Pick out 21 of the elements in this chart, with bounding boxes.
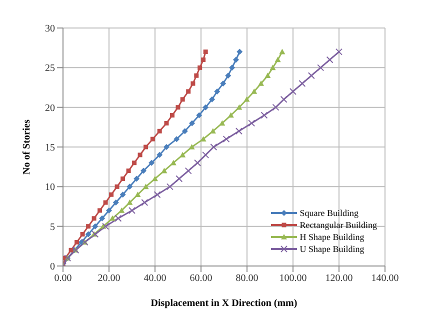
- legend-label: U Shape Building: [300, 244, 364, 254]
- y-tick-label: 10: [45, 182, 55, 194]
- x-tick-label: 120.00: [325, 273, 353, 284]
- y-tick-label: 15: [45, 142, 55, 154]
- x-tick-label: 40.00: [144, 273, 166, 284]
- y-tick-label: 5: [50, 222, 55, 233]
- x-tick-label: 60.00: [190, 273, 212, 284]
- x-tick-label: 80.00: [236, 273, 258, 284]
- y-tick-label: 0: [50, 262, 55, 273]
- x-axis-title: Displacement in X Direction (mm): [150, 298, 298, 309]
- x-tick-label: 20.00: [98, 273, 120, 284]
- legend-label: Square Building: [300, 208, 359, 218]
- x-tick-label: 100.00: [279, 273, 307, 284]
- x-tick-label: 0.00: [54, 273, 72, 284]
- y-tick-label: 20: [45, 102, 55, 114]
- y-tick-label: 25: [45, 63, 55, 74]
- y-tick-label: 30: [45, 24, 55, 35]
- legend-label: H Shape Building: [300, 232, 364, 242]
- y-axis-title: No of Stories: [22, 119, 33, 174]
- x-tick-label: 140.00: [371, 273, 399, 284]
- legend-label: Rectangular Building: [300, 220, 377, 230]
